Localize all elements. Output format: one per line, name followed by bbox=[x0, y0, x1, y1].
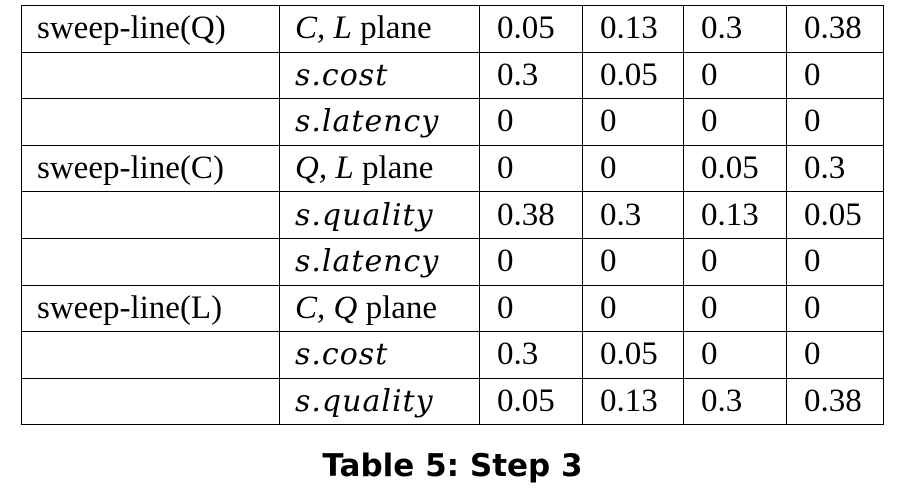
table-row: s.quality 0.38 0.3 0.13 0.05 bbox=[21, 191, 884, 239]
measure-cell: s.latency bbox=[279, 237, 480, 286]
table-row: s.quality 0.05 0.13 0.3 0.38 bbox=[21, 377, 884, 426]
value-cell: 0.3 bbox=[479, 331, 583, 379]
value-cell: 0 bbox=[479, 144, 583, 193]
step-table-container: sweep-line(Q) C, L plane 0.05 0.13 0.3 0… bbox=[21, 5, 884, 426]
value-cell: 0 bbox=[479, 237, 583, 286]
value-cell: 0 bbox=[683, 51, 787, 100]
value-cell: 0 bbox=[582, 237, 684, 286]
value-cell: 0.05 bbox=[582, 331, 684, 379]
value-cell: 0.3 bbox=[683, 377, 787, 426]
table-caption: Table 5: Step 3 bbox=[322, 448, 583, 484]
measure-cell: s.cost bbox=[279, 51, 480, 100]
value-cell: 0.05 bbox=[479, 377, 583, 426]
measure-cell: s.quality bbox=[279, 191, 480, 239]
measure-suffix: plane bbox=[351, 10, 432, 47]
value-cell: 0 bbox=[582, 284, 684, 333]
value-cell: 0 bbox=[786, 98, 884, 146]
value-cell: 0.38 bbox=[786, 377, 884, 426]
table-row: s.latency 0 0 0 0 bbox=[21, 98, 884, 146]
value-cell: 0 bbox=[683, 284, 787, 333]
measure-cell: s.quality bbox=[279, 377, 480, 426]
value-cell: 0 bbox=[683, 331, 787, 379]
group-cell: sweep-line(Q) bbox=[21, 5, 280, 53]
value-cell: 0.05 bbox=[479, 5, 583, 53]
value-cell: 0 bbox=[786, 284, 884, 333]
table-row: s.cost 0.3 0.05 0 0 bbox=[21, 51, 884, 100]
value-cell: 0.05 bbox=[786, 191, 884, 239]
value-cell: 0.05 bbox=[683, 144, 787, 193]
value-cell: 0 bbox=[786, 237, 884, 286]
table-row: s.latency 0 0 0 0 bbox=[21, 237, 884, 286]
value-cell: 0 bbox=[582, 144, 684, 193]
group-cell bbox=[21, 191, 280, 239]
measure-math: C, Q bbox=[295, 289, 358, 326]
value-cell: 0 bbox=[479, 98, 583, 146]
value-cell: 0 bbox=[786, 51, 884, 100]
group-cell bbox=[21, 377, 280, 426]
value-cell: 0.3 bbox=[582, 191, 684, 239]
group-cell: sweep-line(L) bbox=[21, 284, 280, 333]
measure-math: s.latency bbox=[295, 104, 440, 140]
measure-math: s.latency bbox=[295, 244, 440, 280]
value-cell: 0.13 bbox=[582, 377, 684, 426]
measure-cell: C, Q plane bbox=[279, 284, 480, 333]
group-cell bbox=[21, 51, 280, 100]
value-cell: 0.38 bbox=[479, 191, 583, 239]
value-cell: 0 bbox=[683, 98, 787, 146]
value-cell: 0 bbox=[582, 98, 684, 146]
table-row: sweep-line(C) Q, L plane 0 0 0.05 0.3 bbox=[21, 144, 884, 193]
measure-suffix: plane bbox=[353, 150, 434, 187]
measure-math: C, L bbox=[295, 10, 352, 47]
value-cell: 0 bbox=[479, 284, 583, 333]
measure-cell: C, L plane bbox=[279, 5, 480, 53]
measure-suffix: plane bbox=[357, 289, 438, 326]
value-cell: 0.13 bbox=[683, 191, 787, 239]
table-row: sweep-line(Q) C, L plane 0.05 0.13 0.3 0… bbox=[21, 5, 884, 53]
value-cell: 0.38 bbox=[786, 5, 884, 53]
table-row: s.cost 0.3 0.05 0 0 bbox=[21, 331, 884, 379]
measure-math: s.cost bbox=[295, 57, 389, 93]
group-cell bbox=[21, 331, 280, 379]
measure-cell: s.latency bbox=[279, 98, 480, 146]
value-cell: 0.3 bbox=[786, 144, 884, 193]
value-cell: 0.3 bbox=[479, 51, 583, 100]
group-cell bbox=[21, 98, 280, 146]
group-cell bbox=[21, 237, 280, 286]
measure-math: s.quality bbox=[295, 197, 434, 233]
value-cell: 0.13 bbox=[582, 5, 684, 53]
value-cell: 0 bbox=[683, 237, 787, 286]
measure-cell: s.cost bbox=[279, 331, 480, 379]
measure-math: s.quality bbox=[295, 384, 434, 420]
step-table: sweep-line(Q) C, L plane 0.05 0.13 0.3 0… bbox=[21, 5, 884, 426]
group-cell: sweep-line(C) bbox=[21, 144, 280, 193]
value-cell: 0.05 bbox=[582, 51, 684, 100]
table-row: sweep-line(L) C, Q plane 0 0 0 0 bbox=[21, 284, 884, 333]
measure-math: Q, L bbox=[295, 150, 354, 187]
measure-cell: Q, L plane bbox=[279, 144, 480, 193]
measure-math: s.cost bbox=[295, 337, 389, 373]
value-cell: 0.3 bbox=[683, 5, 787, 53]
value-cell: 0 bbox=[786, 331, 884, 379]
